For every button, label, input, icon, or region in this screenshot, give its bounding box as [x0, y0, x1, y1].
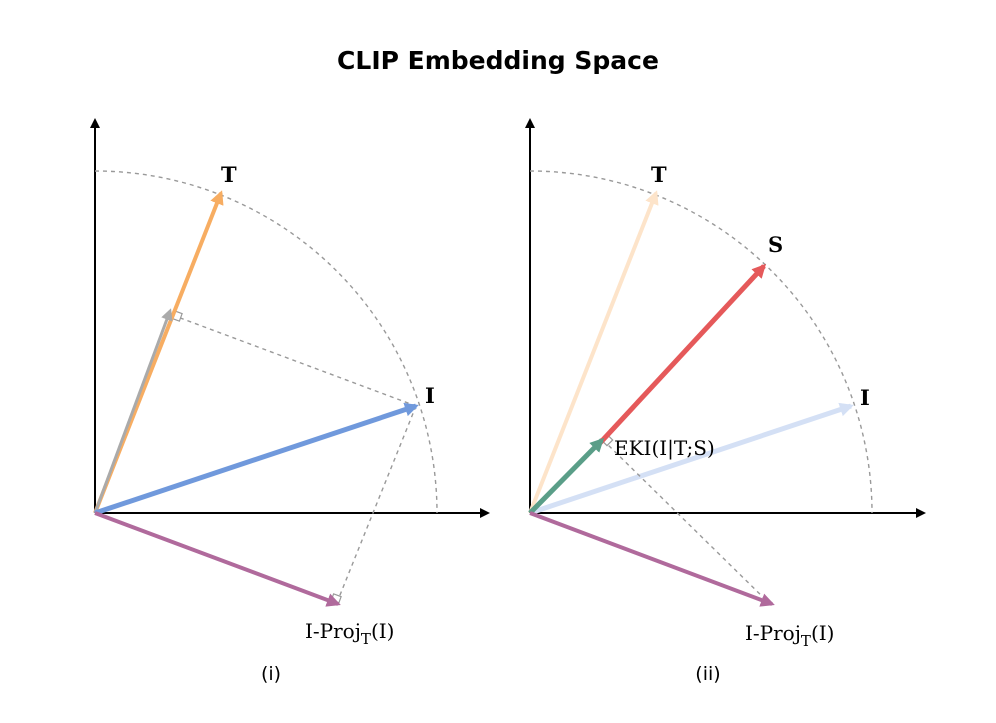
panel-ii: T S I EKI(I|T;S) I-ProjT(I) (ii): [525, 118, 926, 685]
unit-arc-i: [94, 170, 438, 514]
caption-ii: (ii): [695, 663, 720, 685]
proj-main-ii: I-Proj: [745, 621, 801, 645]
proj-vector-i: [94, 511, 341, 607]
caption-i: (i): [261, 663, 281, 685]
proj-tail-ii: (I): [811, 621, 835, 645]
proj-tail-i: (I): [371, 619, 395, 643]
label-T-i: T: [221, 162, 237, 187]
eki-vector-ii: [528, 437, 605, 515]
label-proj-ii: I-ProjT(I): [745, 621, 834, 650]
label-proj-i: I-ProjT(I): [305, 619, 394, 648]
eki-dash-ii: [602, 439, 771, 605]
text-vector-T-ii: [528, 190, 659, 514]
text-projection-vector-i: [93, 308, 173, 514]
proj-sub-i: T: [361, 630, 371, 648]
residual-dash-i: [337, 405, 417, 601]
label-I-ii: I: [860, 385, 870, 410]
label-S-ii: S: [768, 232, 783, 257]
image-vector-I-i: [94, 402, 419, 516]
unit-arc-ii: [529, 170, 873, 514]
proj-main-i: I-Proj: [305, 619, 361, 643]
label-T-ii: T: [651, 162, 667, 187]
style-vector-S-ii: [598, 263, 767, 445]
label-I-i: I: [425, 383, 435, 408]
diagram-title: CLIP Embedding Space: [337, 46, 659, 75]
image-vector-I-ii: [529, 402, 854, 516]
proj-sub-ii: T: [801, 632, 811, 650]
label-eki-ii: EKI(I|T;S): [614, 436, 715, 461]
panel-i: T I I-ProjT(I) (i): [90, 118, 490, 685]
projection-dash-i: [174, 315, 417, 407]
proj-vector-ii: [529, 511, 775, 607]
